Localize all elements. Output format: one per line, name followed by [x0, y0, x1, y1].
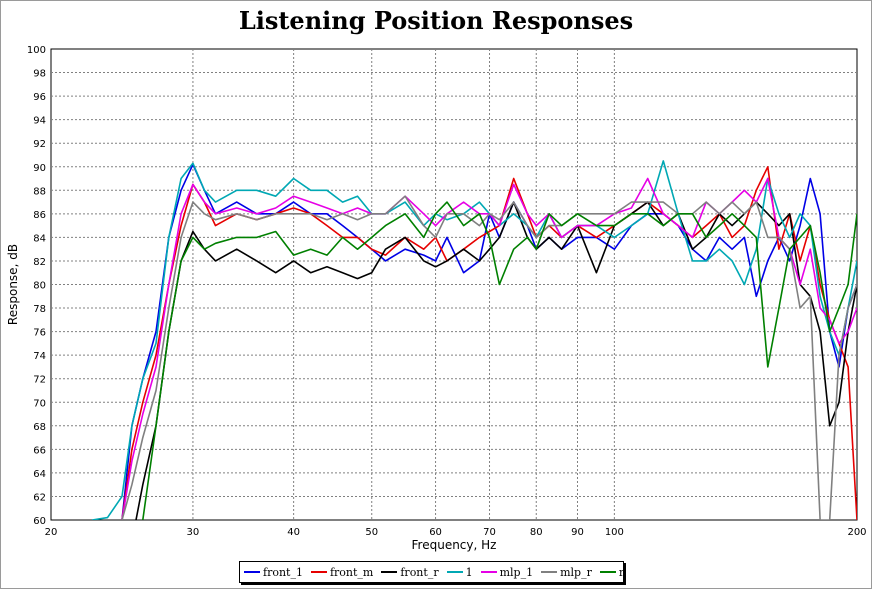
legend-label: mlp_r	[560, 565, 592, 579]
x-tick-label: 200	[847, 527, 866, 538]
y-tick-label: 62	[33, 492, 46, 503]
grid-lines	[51, 49, 857, 520]
legend-swatch	[381, 571, 398, 573]
series-line-front_r	[135, 201, 857, 520]
y-tick-label: 66	[33, 445, 46, 456]
legend-label: front_m	[329, 565, 374, 579]
y-tick-label: 98	[33, 69, 46, 80]
legend-label: mlp_1	[499, 565, 534, 579]
y-tick-label: 70	[33, 398, 46, 409]
x-tick-labels: 20 30 40 50 60 70 80 90 100 200	[45, 527, 867, 538]
y-tick-label: 80	[33, 281, 46, 292]
legend-item: mlp_r	[541, 566, 592, 579]
y-tick-label: 78	[33, 304, 46, 315]
series-line-mlp_r	[121, 195, 857, 520]
y-tick-label: 84	[33, 233, 46, 244]
series-line-mlp_1	[121, 177, 857, 520]
y-tick-label: 90	[33, 163, 46, 174]
x-tick-label: 60	[429, 527, 442, 538]
y-tick-label: 96	[33, 92, 46, 103]
x-tick-label: 70	[483, 527, 496, 538]
legend-swatch	[480, 571, 497, 573]
legend-swatch	[244, 571, 260, 573]
y-tick-label: 60	[33, 516, 46, 527]
legend-item: mlp_1	[480, 565, 534, 579]
legend-swatch	[310, 571, 327, 573]
y-tick-label: 68	[33, 422, 46, 433]
series-line-r	[142, 201, 857, 520]
y-tick-label: 94	[33, 116, 46, 127]
x-tick-label: 80	[530, 527, 543, 538]
legend-label: r	[618, 565, 625, 579]
legend-swatch	[446, 571, 463, 573]
x-tick-label: 50	[365, 527, 378, 538]
x-axis-label: Frequency, Hz	[412, 538, 497, 552]
y-axis-label: Response, dB	[6, 244, 20, 325]
legend-item: 1	[446, 565, 473, 579]
y-tick-label: 100	[27, 45, 46, 56]
x-tick-label: 20	[45, 527, 58, 538]
legend-swatch	[541, 571, 558, 573]
legend: front_1 front_m front_r 1 mlp_1 mlp_r r	[239, 561, 624, 583]
legend-label: 1	[465, 565, 473, 579]
y-tick-label: 88	[33, 186, 46, 197]
y-tick-label: 92	[33, 139, 46, 150]
legend-swatch	[599, 571, 616, 573]
legend-label: front_1	[263, 565, 303, 579]
series-line-front_m	[121, 166, 857, 520]
legend-item: front_m	[310, 565, 374, 579]
x-tick-label: 40	[287, 527, 300, 538]
legend-label: front_r	[400, 565, 439, 579]
series-layer	[92, 160, 857, 520]
y-tick-label: 74	[33, 351, 46, 362]
y-tick-label: 72	[33, 375, 46, 386]
chart-title: Listening Position Responses	[238, 6, 634, 35]
x-tick-label: 30	[187, 527, 200, 538]
y-tick-label: 82	[33, 257, 46, 268]
legend-item: front_1	[244, 566, 303, 579]
legend-item: front_r	[381, 565, 439, 579]
y-tick-labels: 60 62 64 66 68 70 72 74 76 78 80 82 84 86 88 90 92 94 96 98…	[27, 45, 46, 527]
x-tick-label: 100	[605, 527, 624, 538]
legend-item: r	[599, 565, 625, 579]
x-tick-label: 90	[571, 527, 584, 538]
y-tick-label: 64	[33, 469, 46, 480]
y-tick-label: 86	[33, 210, 46, 221]
y-tick-label: 76	[33, 328, 46, 339]
